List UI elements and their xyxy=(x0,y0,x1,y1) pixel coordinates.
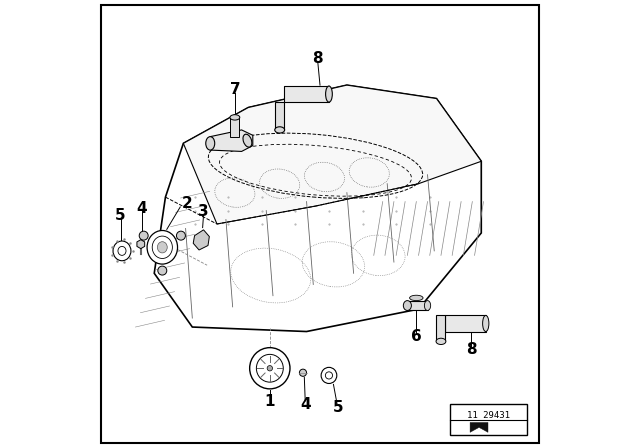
Ellipse shape xyxy=(326,86,332,102)
Polygon shape xyxy=(284,86,329,102)
Ellipse shape xyxy=(424,301,431,310)
Ellipse shape xyxy=(483,315,489,332)
Ellipse shape xyxy=(113,241,131,261)
Text: 5: 5 xyxy=(333,400,343,415)
Text: 2: 2 xyxy=(182,196,192,211)
Text: 1: 1 xyxy=(264,394,275,409)
Ellipse shape xyxy=(275,127,285,133)
Text: 4: 4 xyxy=(300,397,310,413)
Ellipse shape xyxy=(325,372,333,379)
Ellipse shape xyxy=(147,230,177,264)
Ellipse shape xyxy=(403,301,412,310)
Polygon shape xyxy=(470,422,488,432)
Polygon shape xyxy=(210,130,253,151)
Ellipse shape xyxy=(152,236,172,258)
Polygon shape xyxy=(230,116,239,137)
Ellipse shape xyxy=(206,137,215,150)
Ellipse shape xyxy=(410,295,423,301)
Ellipse shape xyxy=(250,348,290,389)
Polygon shape xyxy=(193,230,209,250)
Text: 8: 8 xyxy=(466,342,477,357)
Circle shape xyxy=(177,231,186,240)
Polygon shape xyxy=(184,85,481,224)
Ellipse shape xyxy=(267,366,273,371)
Polygon shape xyxy=(407,301,428,310)
Text: 6: 6 xyxy=(411,329,422,345)
Ellipse shape xyxy=(321,367,337,383)
Text: 7: 7 xyxy=(230,82,240,97)
Ellipse shape xyxy=(257,354,284,382)
Text: 11 29431: 11 29431 xyxy=(467,411,510,420)
Circle shape xyxy=(140,231,148,240)
Text: 5: 5 xyxy=(115,207,125,223)
Ellipse shape xyxy=(436,338,446,345)
Polygon shape xyxy=(445,315,486,332)
Ellipse shape xyxy=(118,246,126,255)
Ellipse shape xyxy=(157,242,167,253)
Ellipse shape xyxy=(243,134,252,147)
Polygon shape xyxy=(137,240,145,249)
Ellipse shape xyxy=(230,115,240,120)
Polygon shape xyxy=(275,102,284,130)
Text: 4: 4 xyxy=(136,201,147,216)
Polygon shape xyxy=(436,315,445,341)
Circle shape xyxy=(158,266,167,275)
Ellipse shape xyxy=(300,369,307,376)
Bar xyxy=(450,404,527,435)
Polygon shape xyxy=(154,85,481,332)
Text: 8: 8 xyxy=(312,51,323,66)
Text: 3: 3 xyxy=(198,204,209,220)
